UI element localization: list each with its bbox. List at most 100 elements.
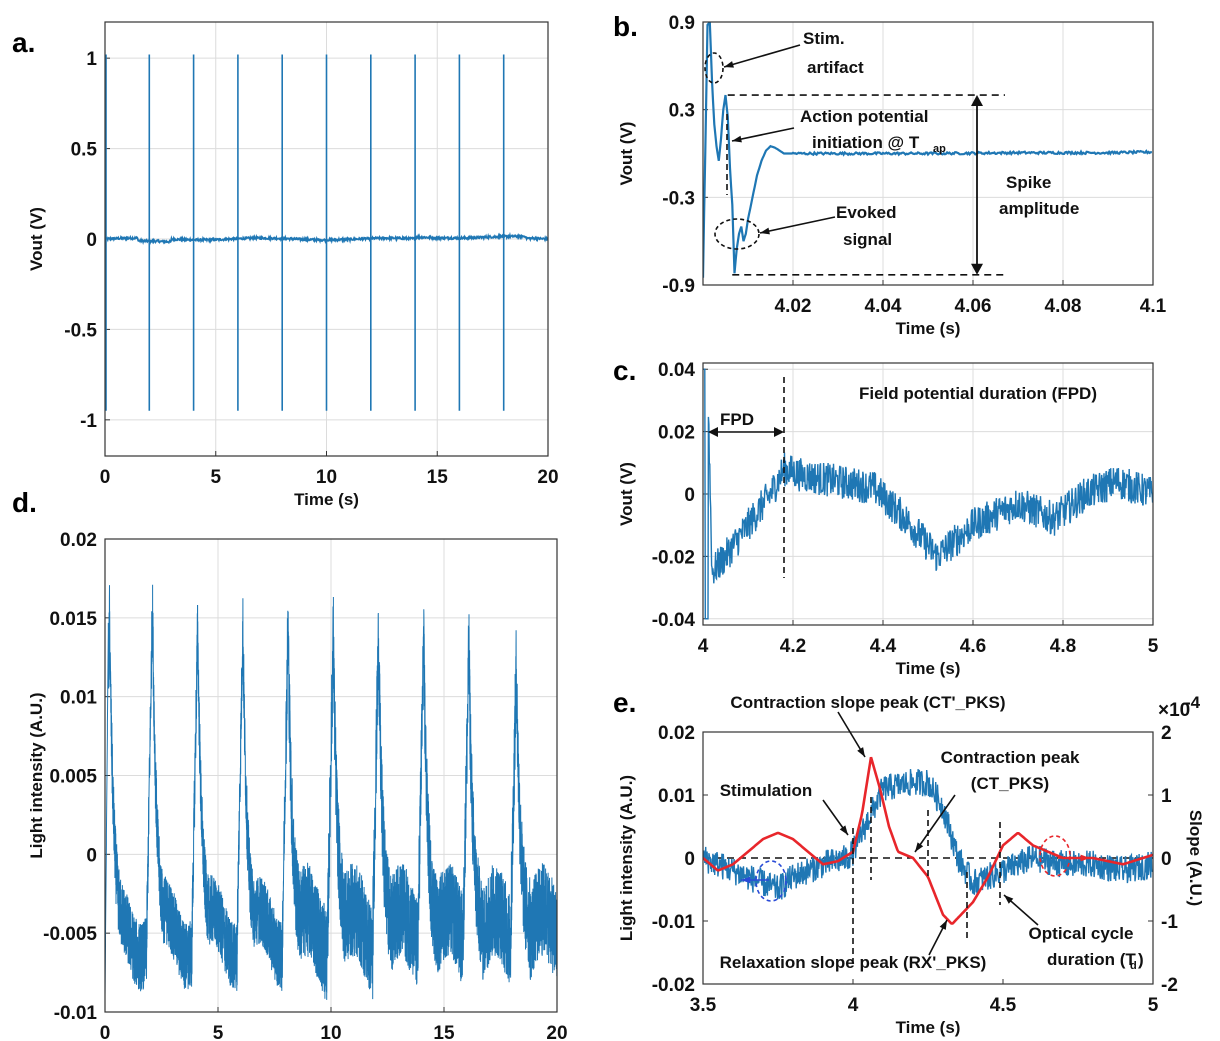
annotation-evoked: Evoked	[836, 203, 896, 222]
panel-label: b.	[613, 11, 638, 42]
y-tick-label: 0	[684, 849, 695, 870]
x-tick-label: 4.5	[990, 995, 1017, 1016]
rx-slope-pointer-head	[939, 920, 947, 930]
fpd-arrow-left	[708, 427, 718, 437]
x-tick-label: 0	[100, 1023, 111, 1041]
annotation-artifact: artifact	[807, 58, 864, 77]
evoked-signal-pointer-head	[760, 227, 770, 235]
y2-tick-label: 2	[1161, 723, 1172, 744]
x-tick-label: 4	[698, 636, 709, 657]
x-tick-label: 10	[320, 1023, 341, 1041]
y-tick-label: 0	[86, 845, 97, 866]
plot-area	[105, 584, 557, 1000]
ct-peak-pointer	[914, 794, 956, 853]
vout-trace	[703, 368, 1153, 620]
x-tick-label: 15	[427, 467, 449, 488]
plot-frame	[104, 538, 558, 1013]
panel-c-annotations: FPD Field potential duration (FPD)	[708, 377, 1097, 578]
x-axis-label: Time (s)	[896, 1018, 961, 1037]
annotation-ct-pks: (CT_PKS)	[971, 774, 1049, 793]
x-tick-label: 3.5	[690, 995, 717, 1016]
plot-area	[105, 54, 548, 411]
y-axis-label: Vout (V)	[617, 122, 636, 186]
plot-frame	[702, 21, 1154, 286]
annotation-spike: Spike	[1006, 173, 1051, 192]
x-tick-label: 10	[316, 467, 337, 488]
y-tick-label: -0.005	[43, 924, 97, 945]
ct-peak-pointer-head	[915, 842, 924, 852]
panel-label: e.	[613, 687, 636, 718]
panel-d-chart: 0 5 10 15 20 -0.01 -0.005 0 0.005 0.01 0.015 0.02 Ti…	[12, 487, 568, 1041]
annotation-contraction-peak: Contraction peak	[941, 748, 1080, 767]
annotation-initiation: initiation @ T	[812, 133, 920, 152]
optical-cycle-pointer-head	[1004, 895, 1014, 904]
right-axis-indicator-arrow-head	[1080, 854, 1090, 862]
y-tick-label: 0.04	[658, 360, 695, 381]
y2-tick-label: -1	[1161, 912, 1178, 933]
y-tick-label: 0	[86, 230, 97, 251]
annotation-signal: signal	[843, 230, 892, 249]
light-intensity-trace	[105, 584, 557, 1000]
x-tick-label: 4.04	[865, 296, 902, 317]
x-tick-label: 20	[546, 1023, 567, 1041]
y-tick-label: 0.9	[669, 13, 695, 34]
y-tick-label: 1	[86, 49, 97, 70]
panel-label: d.	[12, 487, 37, 518]
y-axis-label: Vout (V)	[27, 207, 46, 271]
annotation-optical-cycle: Optical cycle	[1029, 924, 1134, 943]
stim-artifact-ellipse	[704, 52, 724, 84]
x-tick-label: 4.1	[1140, 296, 1167, 317]
panel-c-chart: 4 4.2 4.4 4.6 4.8 5 -0.04 -0.02 0 0.02 0.04 Time (s…	[613, 355, 1159, 678]
annotation-rx-slope-peak: Relaxation slope peak (RX'_PKS)	[720, 953, 987, 972]
x-tick-label: 4.08	[1045, 296, 1082, 317]
y-tick-label: 0.02	[658, 423, 695, 444]
annotation-stimulation: Stimulation	[720, 781, 813, 800]
plot-area	[703, 22, 1152, 278]
y-tick-label: 0.01	[658, 786, 695, 807]
y2-tick-label: 0	[1161, 849, 1172, 870]
panel-e-annotations: Contraction slope peak (CT'_PKS) Contract…	[720, 693, 1144, 972]
x-tick-label: 0	[100, 467, 111, 488]
y-tick-label: -0.01	[652, 912, 696, 933]
annotation-ap-subscript: ap	[933, 143, 946, 155]
x-tick-label: 20	[537, 467, 558, 488]
ct-slope-pointer-head	[857, 747, 865, 757]
annotation-stim: Stim.	[803, 29, 845, 48]
panel-label: a.	[12, 27, 35, 58]
x-axis-label: Time (s)	[896, 319, 961, 338]
action-potential-pointer	[731, 127, 795, 142]
y-tick-label: -0.02	[652, 547, 695, 568]
stim-artifact-pointer-head	[724, 61, 734, 68]
x-tick-label: 4.6	[960, 636, 986, 657]
x-tick-label: 15	[433, 1023, 455, 1041]
annotation-fpd: FPD	[720, 410, 754, 429]
annotation-d-subscript: d	[1130, 960, 1137, 972]
plot-frame	[104, 21, 549, 457]
y-tick-label: -0.02	[652, 975, 695, 996]
evoked-signal-ellipse	[714, 218, 760, 250]
annotation-duration: duration (T	[1047, 950, 1136, 969]
y-tick-label: -0.3	[662, 188, 695, 209]
x-tick-label: 4.06	[955, 296, 992, 317]
panel-e-chart: 3.5 4 4.5 5 -0.02 -0.01 0 0.01 0.02 Time (s) Light…	[613, 687, 1205, 1037]
fpd-arrow-right	[774, 427, 784, 437]
right-axis-indicator-ellipse	[1039, 835, 1071, 877]
panel-a-chart: 0 5 10 15 20 -1 -0.5 0 0.5 1 Time (s) Vout (V) a.	[12, 21, 559, 509]
arrow-head-up	[971, 95, 983, 107]
stimulation-pointer-head	[839, 825, 848, 835]
vout-trace	[703, 22, 1152, 278]
plot-frame	[702, 362, 1154, 626]
y-tick-label: -0.5	[64, 320, 97, 341]
plot-area	[703, 368, 1153, 620]
annotation-field-potential-duration: Field potential duration (FPD)	[859, 384, 1097, 403]
x-tick-label: 4.4	[870, 636, 897, 657]
y-tick-label: -1	[80, 411, 97, 432]
x-tick-label: 5	[210, 467, 221, 488]
stim-artifact-pointer	[723, 44, 801, 68]
x-tick-label: 4.8	[1050, 636, 1076, 657]
y-axis-label: Vout (V)	[617, 462, 636, 526]
arrow-head-down	[971, 263, 983, 275]
y-tick-label: -0.9	[662, 276, 695, 297]
y-tick-label: -0.04	[652, 610, 696, 631]
y-tick-label: 0.005	[49, 767, 97, 788]
